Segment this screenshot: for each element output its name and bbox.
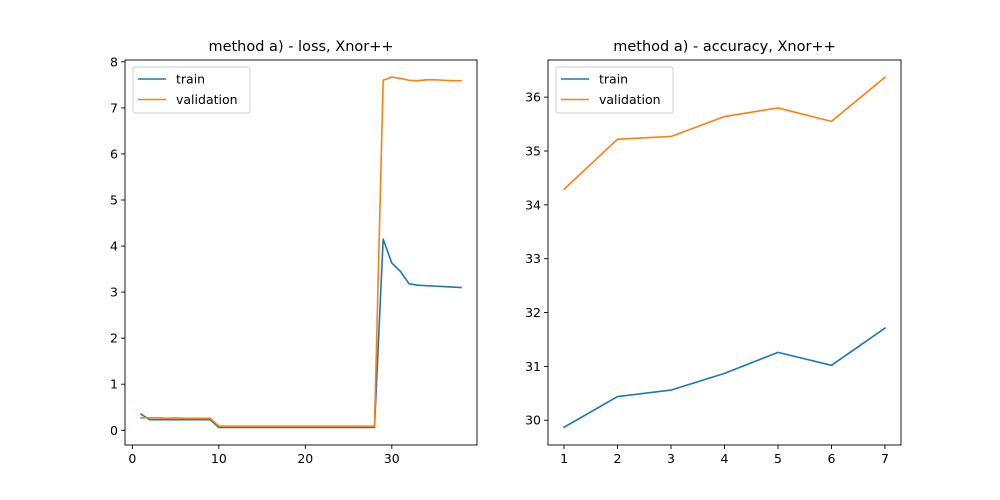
y-tick-label: 7 — [110, 100, 118, 115]
y-tick-label: 30 — [525, 413, 541, 428]
legend-label-train: train — [176, 72, 205, 87]
chart-title: method a) - accuracy, Xnor++ — [613, 39, 836, 55]
legend: train validation — [555, 66, 674, 114]
x-tick-label: 3 — [667, 451, 675, 466]
x-tick-label: 1 — [560, 451, 568, 466]
legend-label-validation: validation — [176, 92, 238, 107]
y-tick-label: 5 — [110, 193, 118, 208]
series-line-validation — [140, 76, 462, 427]
legend: train validation — [132, 66, 251, 114]
loss-chart-panel: method a) - loss, Xnor++ 0 10 20 30 0 1 2 3 4 5 6 7 8… — [110, 39, 478, 466]
x-tick-label: 0 — [128, 451, 136, 466]
y-tick-label: 36 — [525, 90, 541, 105]
x-tick-label: 30 — [384, 451, 400, 466]
y-tick-label: 34 — [525, 197, 541, 212]
legend-label-validation: validation — [599, 92, 661, 107]
x-tick-label: 4 — [721, 451, 729, 466]
y-tick-label: 31 — [525, 359, 541, 374]
y-tick-label: 3 — [110, 285, 118, 300]
y-tick-label: 35 — [525, 144, 541, 159]
x-tick-label: 10 — [211, 451, 227, 466]
y-tick-label: 32 — [525, 305, 541, 320]
x-tick-label: 6 — [827, 451, 835, 466]
y-tick-label: 1 — [110, 377, 118, 392]
chart-title: method a) - loss, Xnor++ — [208, 39, 393, 55]
series-line-train — [139, 238, 462, 429]
y-tick-label: 8 — [110, 54, 118, 69]
series-line-validation — [562, 76, 887, 191]
series-line-train — [562, 327, 887, 429]
x-tick-label: 20 — [297, 451, 313, 466]
x-tick-label: 7 — [881, 451, 889, 466]
y-tick-label: 6 — [110, 146, 118, 161]
x-tick-label: 5 — [774, 451, 782, 466]
legend-label-train: train — [599, 72, 628, 87]
y-tick-label: 33 — [525, 251, 541, 266]
x-tick-label: 2 — [614, 451, 622, 466]
y-tick-label: 0 — [110, 423, 118, 438]
y-tick-label: 2 — [110, 331, 118, 346]
y-tick-label: 4 — [110, 239, 118, 254]
accuracy-chart-panel: method a) - accuracy, Xnor++1 2 3 4 5 6 730313… — [525, 39, 902, 466]
axes-frame — [124, 59, 478, 446]
